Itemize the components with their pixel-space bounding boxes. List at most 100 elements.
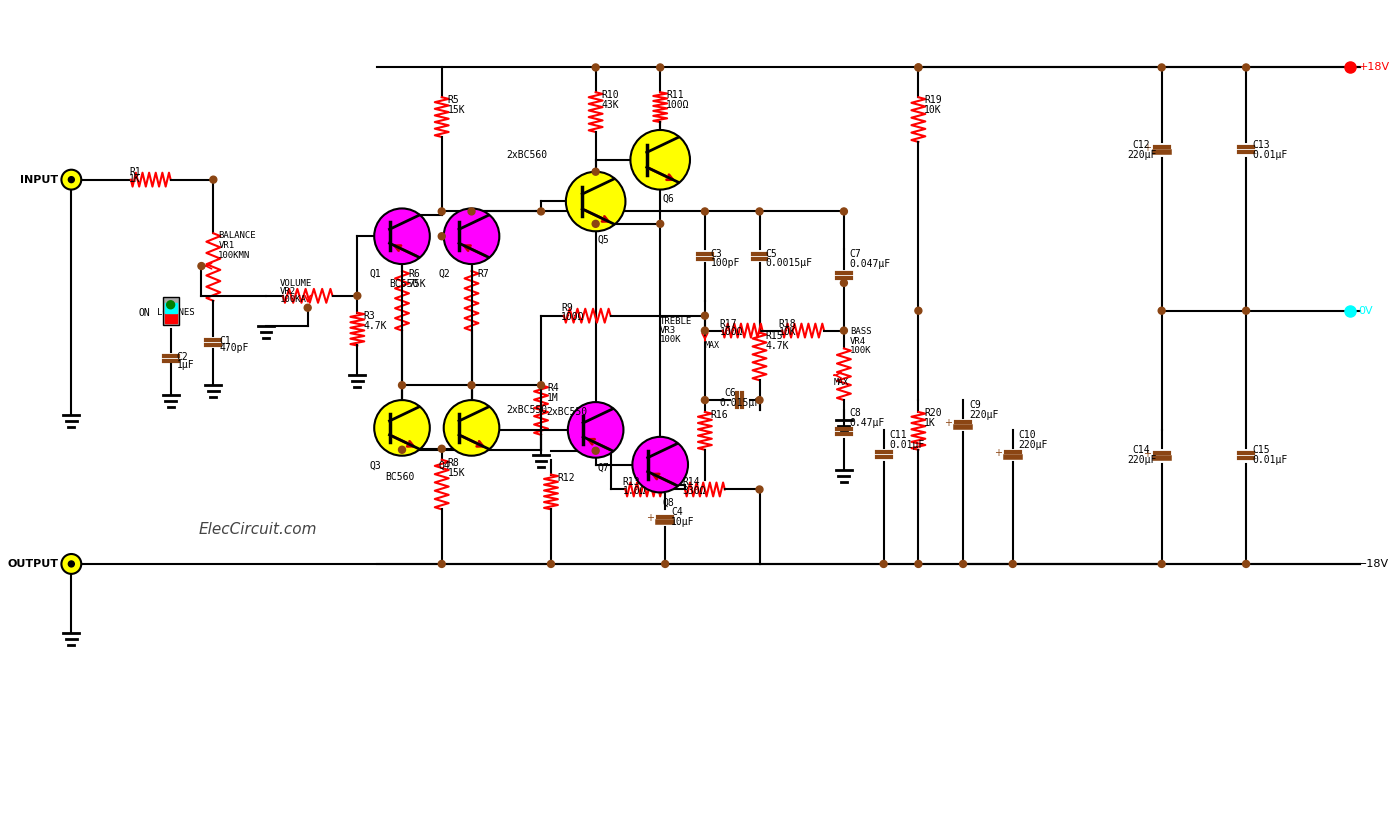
Text: Q8: Q8 — [662, 497, 673, 508]
Circle shape — [374, 400, 430, 456]
Text: R7: R7 — [477, 269, 489, 279]
Circle shape — [197, 262, 204, 270]
Text: 100K: 100K — [661, 335, 682, 343]
Circle shape — [916, 561, 921, 567]
Circle shape — [210, 176, 217, 183]
Circle shape — [916, 64, 921, 71]
Text: C5: C5 — [766, 249, 777, 259]
Circle shape — [438, 208, 445, 215]
Text: 220µF: 220µF — [1019, 440, 1049, 450]
Text: 220µF: 220µF — [1127, 150, 1156, 160]
Text: C11: C11 — [889, 430, 907, 440]
Circle shape — [69, 177, 74, 183]
Circle shape — [1158, 561, 1165, 567]
Circle shape — [444, 208, 500, 264]
Text: C15: C15 — [1252, 445, 1270, 455]
Text: 10K: 10K — [778, 327, 797, 337]
Text: 1K: 1K — [129, 174, 140, 184]
Text: C14: C14 — [1131, 445, 1149, 455]
Circle shape — [756, 486, 763, 493]
Text: +: + — [1142, 143, 1151, 153]
Text: 15K: 15K — [448, 467, 465, 478]
Circle shape — [1243, 308, 1250, 314]
Circle shape — [840, 280, 847, 286]
Text: R18: R18 — [778, 318, 797, 328]
Text: R13: R13 — [623, 476, 640, 486]
Bar — [165, 303, 176, 313]
Text: BC560: BC560 — [385, 471, 414, 481]
Circle shape — [756, 397, 763, 404]
Text: +: + — [647, 513, 654, 523]
Text: Q7: Q7 — [598, 462, 609, 473]
Bar — [162, 297, 179, 325]
Circle shape — [538, 382, 545, 389]
Text: VR2: VR2 — [280, 287, 295, 296]
Text: R17: R17 — [720, 318, 738, 328]
Text: VOLUME: VOLUME — [280, 279, 312, 288]
Text: Q1: Q1 — [370, 269, 381, 279]
Text: 2xBC550: 2xBC550 — [507, 405, 547, 415]
Text: 1M: 1M — [547, 393, 559, 403]
Circle shape — [592, 64, 599, 71]
Text: BALANCE: BALANCE — [218, 232, 256, 241]
Text: 0V: 0V — [1358, 306, 1373, 316]
Text: C10: C10 — [1019, 430, 1036, 440]
Text: 100pF: 100pF — [711, 258, 741, 268]
Circle shape — [657, 64, 664, 71]
Circle shape — [662, 561, 669, 567]
Circle shape — [547, 561, 554, 567]
Text: C2: C2 — [176, 352, 189, 362]
Text: 2xBC550: 2xBC550 — [546, 407, 587, 417]
Text: VR3: VR3 — [661, 326, 676, 335]
Text: 10µF: 10µF — [671, 517, 694, 528]
Text: BC550: BC550 — [389, 279, 419, 289]
Text: Q6: Q6 — [662, 194, 673, 203]
Circle shape — [438, 445, 445, 452]
Text: VR1: VR1 — [218, 241, 234, 251]
Text: LOUDNES: LOUDNES — [157, 308, 195, 317]
Text: 100Ω: 100Ω — [561, 312, 584, 322]
Circle shape — [62, 554, 81, 574]
Text: Q3: Q3 — [370, 461, 381, 471]
Text: 100KMN: 100KMN — [218, 251, 251, 261]
Circle shape — [566, 172, 626, 232]
Text: R10: R10 — [602, 90, 619, 100]
Circle shape — [468, 382, 475, 389]
Circle shape — [1243, 561, 1250, 567]
Text: 0.0015µF: 0.0015µF — [766, 258, 812, 268]
Text: R19: R19 — [924, 95, 942, 105]
Text: 0.01µF: 0.01µF — [1252, 150, 1287, 160]
Text: 220µF: 220µF — [969, 410, 998, 420]
Circle shape — [756, 208, 763, 215]
Circle shape — [438, 561, 445, 567]
Text: R15: R15 — [766, 331, 783, 341]
Circle shape — [354, 293, 361, 299]
Circle shape — [592, 168, 599, 175]
Text: 0.015µF: 0.015µF — [720, 398, 762, 408]
Text: 1µF: 1µF — [176, 361, 195, 370]
Text: R16: R16 — [711, 410, 728, 420]
Text: 100Ω: 100Ω — [720, 327, 743, 337]
Text: +: + — [1142, 449, 1151, 459]
Circle shape — [701, 397, 708, 404]
Circle shape — [62, 170, 81, 189]
Circle shape — [1158, 308, 1165, 314]
Text: +18V: +18V — [1358, 62, 1389, 73]
Circle shape — [840, 208, 847, 215]
Text: ElecCircuit.com: ElecCircuit.com — [199, 522, 316, 537]
Text: 1K: 1K — [924, 418, 937, 428]
Text: 330Ω: 330Ω — [682, 486, 706, 496]
Circle shape — [399, 447, 406, 453]
Circle shape — [959, 561, 966, 567]
Circle shape — [633, 437, 687, 492]
Text: R11: R11 — [666, 90, 683, 100]
Circle shape — [444, 400, 500, 456]
Text: 15K: 15K — [448, 105, 465, 115]
Circle shape — [568, 402, 623, 457]
Circle shape — [1243, 64, 1250, 71]
Text: 100KA: 100KA — [280, 295, 307, 304]
Text: R9: R9 — [561, 303, 573, 313]
Circle shape — [592, 447, 599, 454]
Text: OUTPUT: OUTPUT — [7, 559, 59, 569]
Text: 100K: 100K — [850, 347, 871, 356]
